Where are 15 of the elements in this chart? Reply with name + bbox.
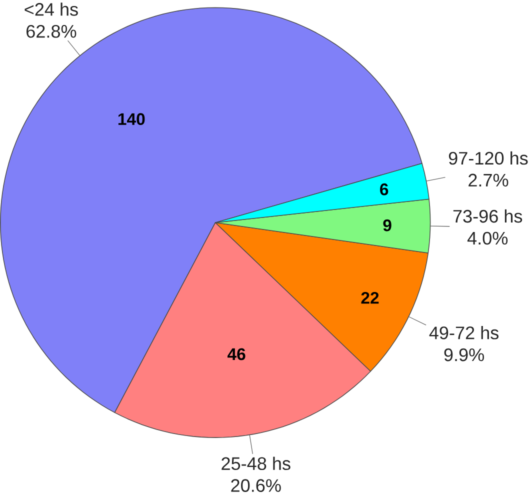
text: 140 — [118, 113, 145, 126]
slice-label: <24 hs — [24, 2, 78, 16]
slice-label: 97-120 hs — [448, 152, 528, 165]
slice-label: 73-96 hs — [453, 210, 522, 223]
data-label: 4.0% — [467, 232, 508, 245]
data-label: 62.8% — [26, 25, 76, 38]
text: 22 — [361, 292, 379, 304]
text: 9 — [383, 220, 392, 232]
data-label: 20.6% — [231, 479, 281, 492]
data-label: 9.9% — [444, 348, 484, 362]
text: 46 — [228, 348, 246, 360]
slice-label: 25-48 hs — [222, 456, 290, 470]
text: 6 — [380, 184, 388, 196]
slice-label: 49-72 hs — [429, 326, 498, 340]
data-label: 2.7% — [468, 174, 508, 187]
